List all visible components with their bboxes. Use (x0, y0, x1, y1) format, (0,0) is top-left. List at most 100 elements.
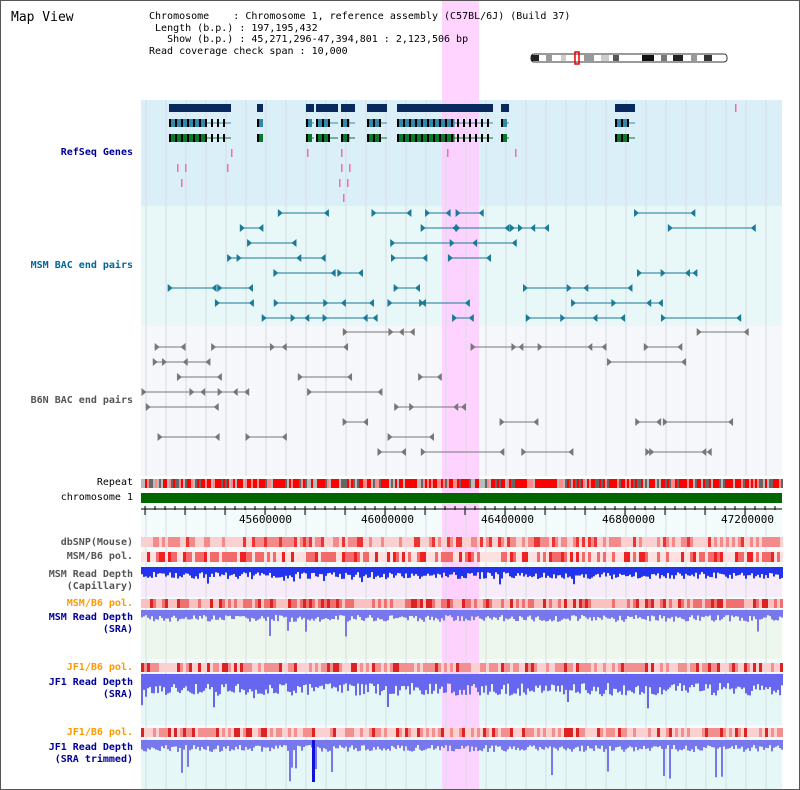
msm-b6-pol-sra-heat-cell (666, 599, 669, 608)
repeat-segment (643, 479, 645, 488)
track-label-jf1-depth-sra-1[interactable]: JF1 Read Depth (48, 677, 133, 688)
refseq-exon (322, 134, 324, 142)
repeat-segment (639, 479, 641, 488)
msm-b6-pol-sra-heat-cell (579, 599, 582, 608)
msm-sra-depth-bar (679, 610, 681, 618)
jf1-b6-pol-trim-heat-cell (558, 728, 561, 737)
track-label-msm-b6-pol-sra[interactable]: MSM/B6 pol. (66, 598, 133, 609)
track-label-msm-depth-sra-1[interactable]: MSM Read Depth (48, 612, 133, 623)
msm-capillary-depth-bar (645, 567, 647, 577)
jf1-b6-pol-heat-cell (342, 663, 345, 672)
msm-capillary-depth-bar (623, 567, 625, 575)
msm-bac-pair-end (357, 269, 363, 277)
msm-capillary-depth-bar (233, 567, 235, 574)
dbsnp-heat-cell (585, 537, 588, 547)
msm-sra-depth-bar (481, 610, 483, 620)
msm-b6-pol-heat-cell (420, 552, 423, 562)
jf1-b6-pol-trim-heat-cell (444, 728, 447, 737)
msm-capillary-depth-bar (351, 567, 353, 580)
msm-capillary-depth-bar (563, 567, 565, 579)
repeat-segment (245, 479, 247, 488)
jf1-trim-depth-bar (705, 740, 707, 749)
msm-b6-pol-sra-heat-cell (156, 599, 159, 608)
track-label-b6n-bac[interactable]: B6N BAC end pairs (30, 395, 133, 406)
jf1-sra-depth-bar (303, 674, 305, 686)
jf1-sra-depth-bar (319, 674, 321, 687)
msm-capillary-depth-bar (205, 567, 207, 575)
msm-capillary-depth-bar (427, 567, 429, 574)
track-label-refseq-genes[interactable]: RefSeq Genes (60, 147, 133, 158)
jf1-b6-pol-trim-heat-cell (555, 728, 558, 737)
msm-sra-depth-bar (661, 610, 663, 619)
msm-b6-pol-sra-heat-cell (396, 599, 399, 608)
dbsnp-heat-cell (204, 537, 207, 547)
msm-b6-pol-heat-cell (528, 552, 531, 562)
msm-sra-depth-bar (395, 610, 397, 619)
track-label-jf1-b6-pol-trimmed[interactable]: JF1/B6 pol. (66, 727, 133, 738)
b6n-bac-pair-end (568, 448, 574, 456)
track-label-msm-depth-capillary-1[interactable]: MSM Read Depth (48, 569, 133, 580)
jf1-trim-depth-bar (755, 740, 757, 749)
msm-b6-pol-heat-cell (693, 552, 696, 562)
jf1-b6-pol-trim-heat-cell (561, 728, 564, 737)
msm-sra-depth-bar (629, 610, 631, 617)
jf1-trim-depth-bar (717, 740, 719, 749)
msm-bac-pair-end (684, 269, 690, 277)
jf1-b6-pol-heat-cell (375, 663, 378, 672)
refseq-exon (463, 134, 465, 142)
msm-sra-depth-bar (689, 610, 691, 618)
msm-capillary-depth-bar (731, 567, 733, 579)
dbsnp-heat-cell (738, 537, 741, 547)
jf1-sra-depth-bar (597, 674, 599, 688)
jf1-b6-pol-trim-heat-cell (312, 728, 315, 737)
jf1-b6-pol-trim-heat-cell (366, 728, 369, 737)
msm-b6-pol-heat-cell (771, 552, 774, 562)
repeat-segment (387, 479, 389, 488)
msm-sra-depth-bar (701, 610, 703, 617)
repeat-segment (339, 479, 341, 488)
jf1-trim-depth-bar (667, 740, 669, 746)
jf1-b6-pol-trim-heat-cell (186, 728, 189, 737)
track-label-jf1-b6-pol[interactable]: JF1/B6 pol. (66, 662, 133, 673)
jf1-sra-depth-bar (455, 674, 457, 696)
track-label-msm-b6-pol[interactable]: MSM/B6 pol. (66, 551, 133, 562)
msm-b6-pol-sra-heat-cell (270, 599, 273, 608)
repeat-segment (545, 479, 547, 488)
msm-capillary-depth-bar (437, 567, 439, 574)
jf1-trim-depth-bar (573, 740, 575, 749)
msm-sra-depth-bar (713, 610, 715, 622)
jf1-trim-depth-bar (271, 740, 273, 748)
repeat-segment (377, 479, 379, 488)
msm-capillary-depth-bar (271, 567, 273, 578)
msm-capillary-depth-bar (639, 567, 641, 578)
b6n-bac-pair-end (601, 343, 607, 351)
jf1-b6-pol-trim-heat-cell (258, 728, 261, 737)
jf1-trim-depth-bar (527, 740, 529, 748)
msm-capillary-depth-bar (593, 567, 595, 577)
repeat-segment (551, 479, 553, 488)
msm-sra-depth-bar (647, 610, 649, 617)
track-label-jf1-depth-trimmed-1[interactable]: JF1 Read Depth (48, 742, 133, 753)
repeat-segment (149, 479, 151, 488)
track-label-dbsnp[interactable]: dbSNP(Mouse) (60, 537, 133, 548)
msm-bac-pair-end (414, 284, 420, 292)
repeat-segment (483, 479, 485, 488)
msm-sra-depth-bar (143, 610, 145, 617)
msm-b6-pol-sra-heat-cell (480, 599, 483, 608)
jf1-b6-pol-heat-cell (558, 663, 561, 672)
dbsnp-heat-cell (603, 537, 606, 547)
msm-sra-depth-bar (585, 610, 587, 618)
repeat-segment (221, 479, 223, 488)
jf1-sra-depth-bar (339, 674, 341, 686)
repeat-segment (725, 479, 727, 488)
jf1-sra-depth-bar (669, 674, 671, 688)
jf1-b6-pol-heat-cell (513, 663, 516, 672)
msm-b6-pol-sra-heat-cell (747, 599, 750, 608)
repeat-segment (381, 479, 383, 488)
msm-b6-pol-heat-cell (189, 552, 192, 562)
repeat-segment (147, 479, 149, 488)
repeat-segment (229, 479, 231, 488)
track-label-msm-bac[interactable]: MSM BAC end pairs (30, 260, 133, 271)
refseq-exon (306, 134, 308, 142)
repeat-segment (291, 479, 293, 488)
